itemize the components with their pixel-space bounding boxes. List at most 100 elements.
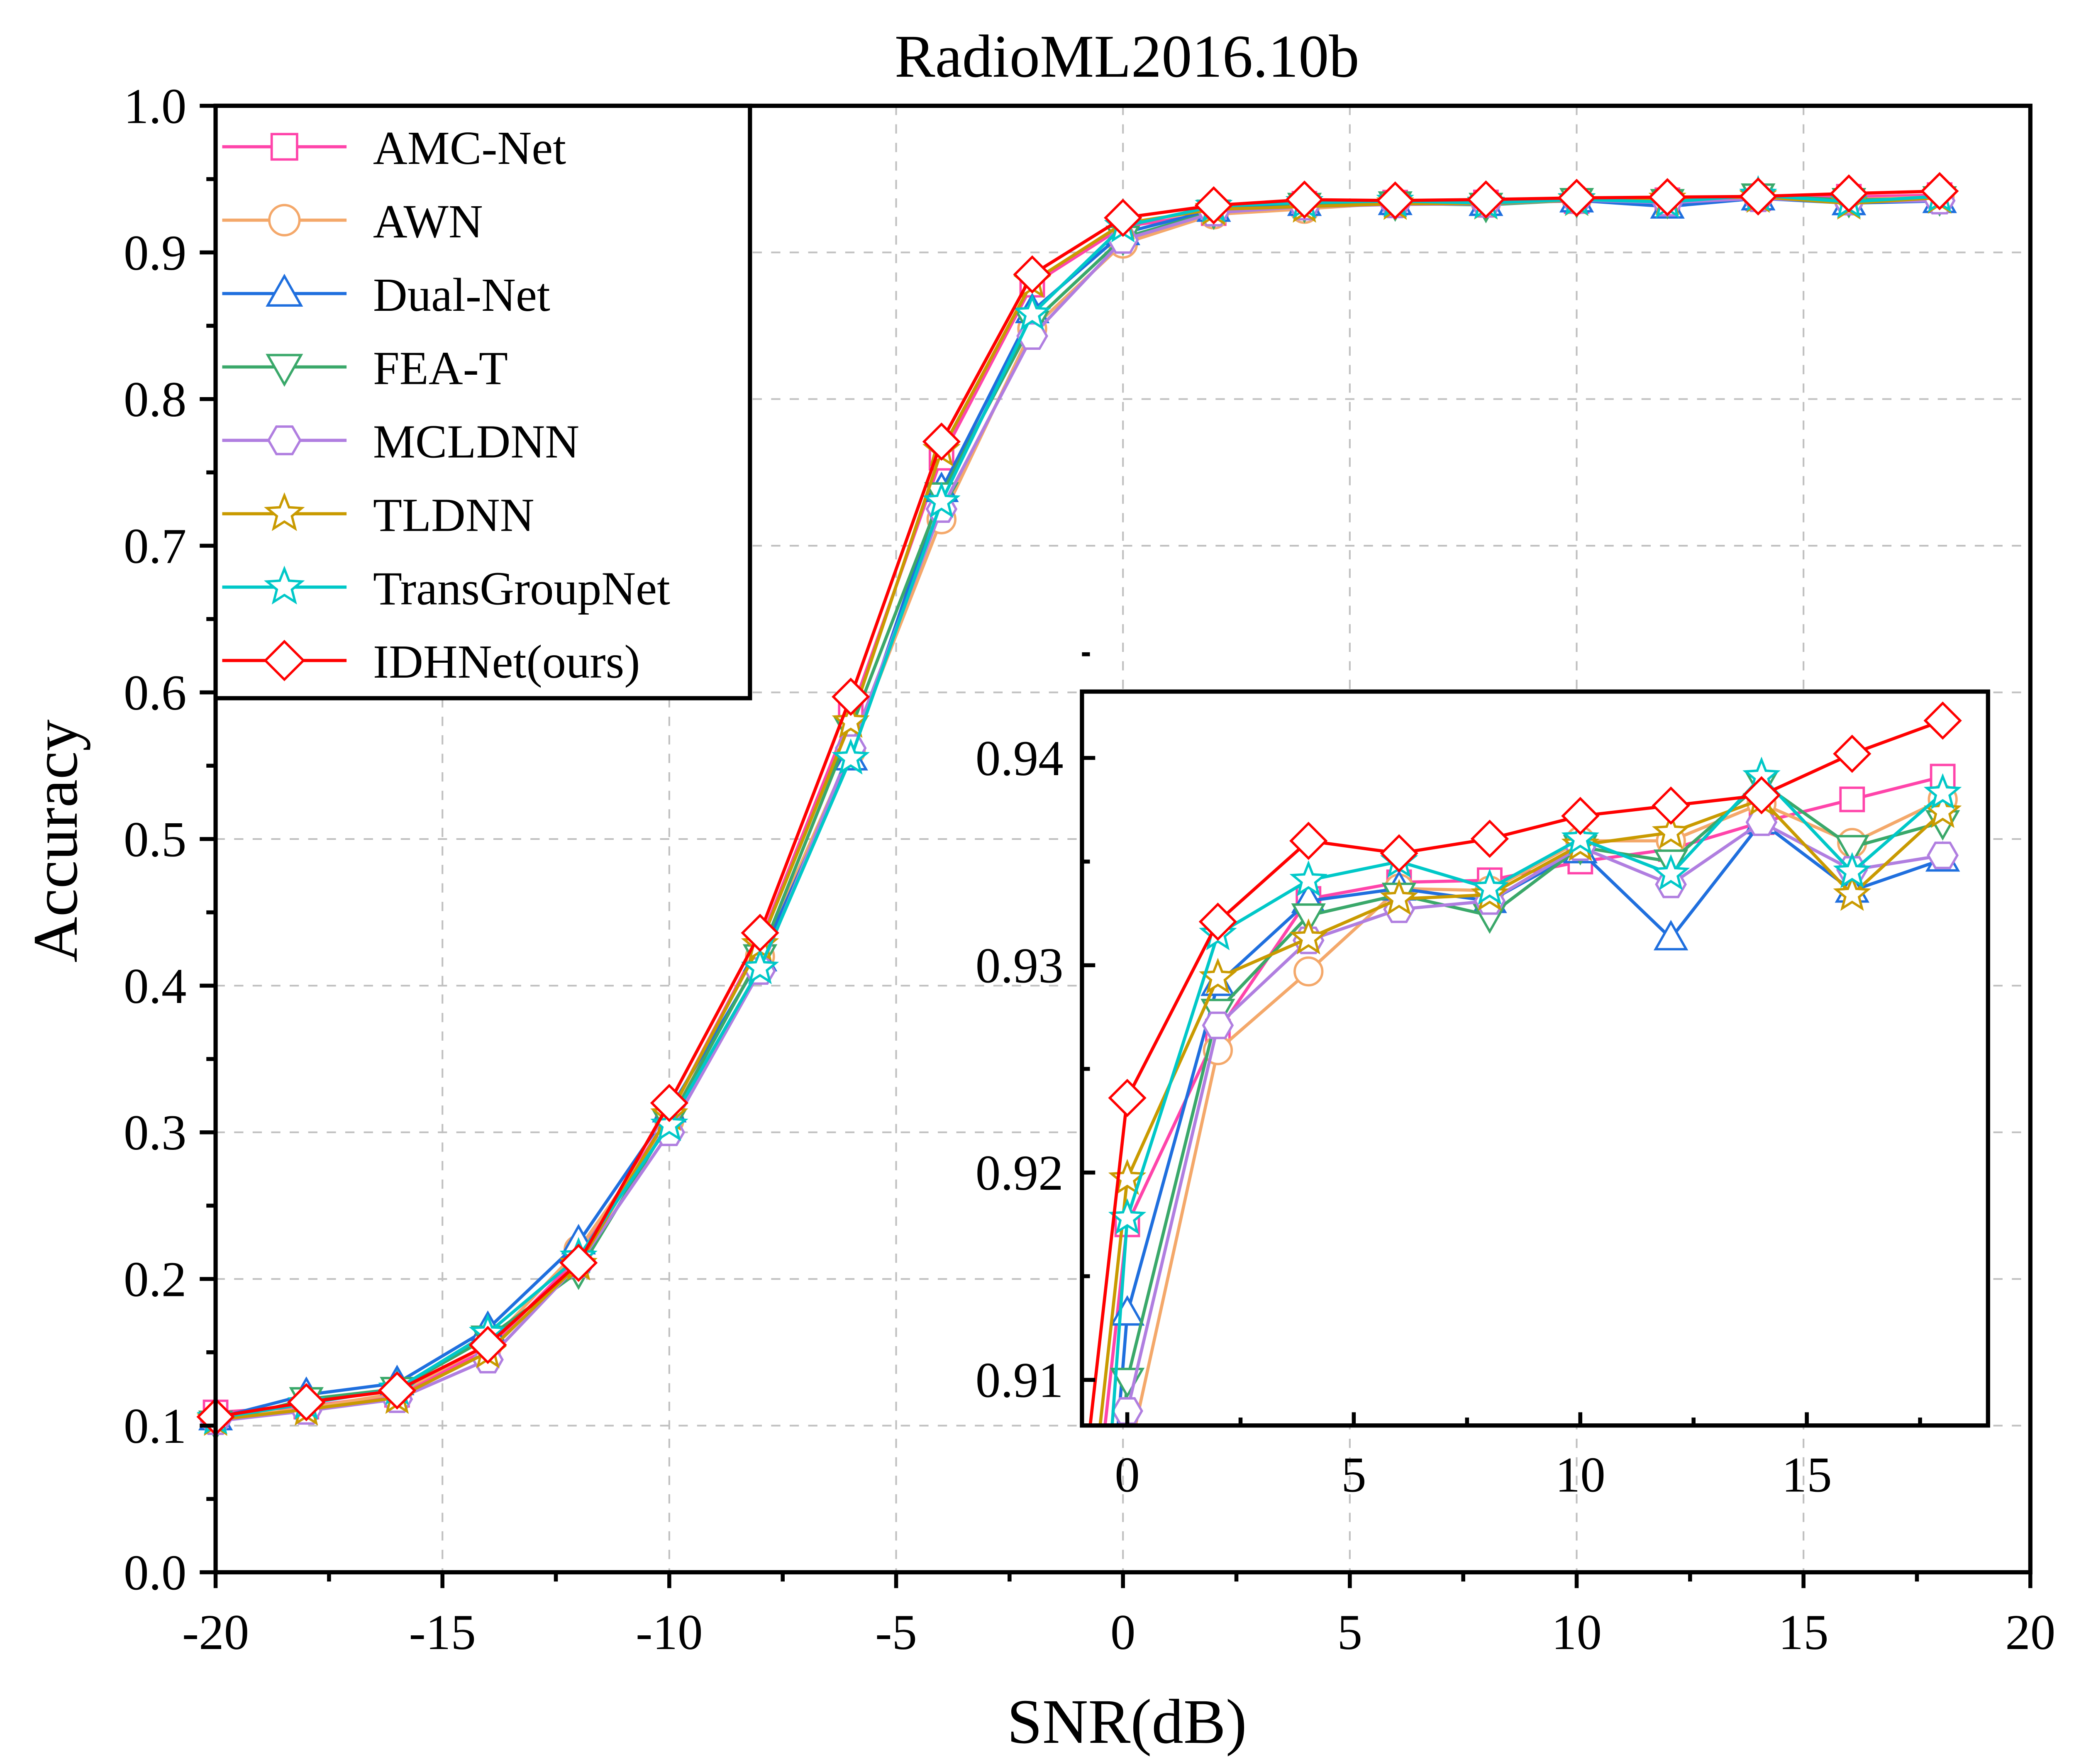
legend-marker <box>266 354 303 387</box>
data-point <box>741 913 779 952</box>
data-point <box>1194 186 1233 225</box>
inset-data-point <box>1927 842 1959 869</box>
data-point <box>1830 174 1868 213</box>
data-point <box>1104 198 1142 237</box>
data-point <box>922 422 961 461</box>
inset-data-point <box>1198 903 1237 941</box>
legend-item: IDHNet(ours) <box>222 635 640 688</box>
inset-data-point <box>1293 956 1324 987</box>
data-point <box>832 738 870 775</box>
inset-data-point <box>1923 792 1962 828</box>
x-tick-label: 5 <box>1337 1605 1363 1660</box>
inset-data-point <box>1380 879 1418 915</box>
legend-label: AWN <box>373 195 483 248</box>
chart-title: RadioML2016.10b <box>895 22 1359 90</box>
legend-item: Dual-Net <box>222 268 550 321</box>
data-point <box>1648 178 1687 217</box>
legend-label: Dual-Net <box>373 268 550 321</box>
legend-box <box>213 103 752 700</box>
x-tick-label: 20 <box>2005 1605 2055 1660</box>
inset-data-point <box>1839 786 1865 812</box>
inset-x-tick-label: 0 <box>1115 1447 1140 1503</box>
x-tick-label: 15 <box>1779 1605 1829 1660</box>
x-tick-label: -15 <box>409 1605 476 1660</box>
data-point <box>287 1383 326 1422</box>
inset-data-point <box>1923 773 1962 810</box>
inset-data-point <box>1202 1011 1234 1039</box>
data-point <box>650 1083 689 1122</box>
data-point <box>1013 255 1052 294</box>
data-point <box>650 1105 688 1142</box>
data-point <box>1920 172 1959 210</box>
inset-y-tick-label: 0.93 <box>976 938 1064 994</box>
inset-data-point <box>1561 797 1600 835</box>
x-tick-label: 10 <box>1552 1605 1602 1660</box>
legend-label: FEA-T <box>373 342 508 395</box>
data-point <box>1285 180 1324 219</box>
x-tick-label: 0 <box>1110 1605 1136 1660</box>
data-point <box>922 481 961 518</box>
data-point <box>1376 181 1415 220</box>
main-series <box>196 172 1959 1441</box>
inset-series-idhnet-ours- <box>1088 701 1962 1426</box>
y-tick-label: 0.1 <box>124 1398 186 1454</box>
data-point <box>559 1244 598 1282</box>
inset-frame <box>1080 689 1990 1428</box>
data-point <box>1739 177 1777 216</box>
data-point <box>832 678 870 716</box>
legend-item: MCLDNN <box>222 415 579 468</box>
y-tick-label: 0.8 <box>124 372 186 427</box>
inset-data-point <box>1289 822 1328 860</box>
inset-y-tick-label: 0.92 <box>976 1145 1064 1201</box>
inset-data-point <box>1923 701 1962 740</box>
inset-data-point <box>1471 869 1509 905</box>
inset-data-point <box>1108 1078 1147 1117</box>
legend-marker <box>270 133 298 161</box>
y-tick-label: 0.4 <box>124 959 186 1014</box>
legend-item: TLDNN <box>222 488 534 541</box>
inset-x-tick-label: 5 <box>1341 1447 1366 1503</box>
legend-marker <box>267 425 302 456</box>
legend: AMC-Net AWN Dual-Net FEA-T MCLDNN TLDNN TransG… <box>213 103 752 700</box>
x-axis-label: SNR(dB) <box>1007 1687 1247 1757</box>
y-tick-label: 0.9 <box>124 225 186 281</box>
inset-data-point <box>1291 903 1326 934</box>
y-tick-label: 0.7 <box>124 519 186 574</box>
inset-y-tick-label: 0.91 <box>976 1353 1064 1408</box>
inset-data-point <box>1380 834 1418 873</box>
inset-data-point <box>1652 854 1690 891</box>
main-axes: -20 -15 -10 -5 0 5 10 15 20 0.0 0.1 0.2 0.3 0.4 0.5 0.6… <box>124 78 2055 1660</box>
x-tick-label: -10 <box>636 1605 703 1660</box>
inset-y-tick-label: 0.94 <box>976 731 1064 786</box>
data-point <box>378 1371 417 1410</box>
legend-item: AWN <box>222 195 483 248</box>
inset-x-tick-label: 15 <box>1782 1447 1832 1503</box>
inset-data-point <box>1833 734 1871 773</box>
inset-series <box>1088 701 1962 1426</box>
data-point <box>832 702 870 738</box>
data-point <box>1466 180 1505 219</box>
inset-data-point <box>1652 786 1690 825</box>
inset-data-point <box>1108 1159 1147 1195</box>
y-axis-label: Accuracy <box>21 720 91 963</box>
data-point <box>1557 178 1596 217</box>
data-point <box>468 1326 507 1364</box>
y-tick-label: 0.2 <box>124 1252 186 1308</box>
legend-item: AMC-Net <box>222 122 566 174</box>
legend-marker <box>264 566 305 605</box>
inset-data-point <box>1833 852 1871 888</box>
y-tick-label: 0.3 <box>124 1105 186 1161</box>
legend-label: IDHNet(ours) <box>373 635 640 688</box>
y-tick-label: 0.6 <box>124 665 186 721</box>
data-point <box>1013 294 1052 330</box>
y-tick-label: 1.0 <box>124 78 186 134</box>
inset-background <box>1082 691 1988 1426</box>
inset-data-point <box>1835 835 1870 866</box>
y-tick-label: 0.0 <box>124 1545 186 1601</box>
legend-marker <box>264 492 305 531</box>
series-line <box>215 193 1940 1420</box>
inset-data-point <box>1653 920 1688 951</box>
inset-data-point <box>1470 820 1509 858</box>
inset-data-point <box>1289 860 1328 897</box>
